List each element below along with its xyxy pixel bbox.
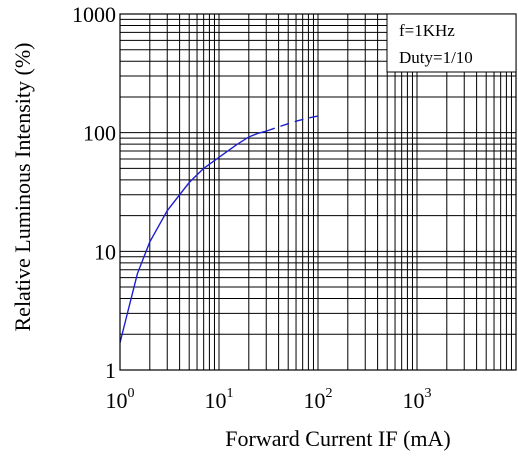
x-tick-base: 10 xyxy=(304,388,326,413)
x-tick-exponent: 2 xyxy=(326,386,333,401)
series-line-solid xyxy=(119,130,267,343)
y-tick-label: 1 xyxy=(105,358,116,383)
grid xyxy=(120,14,516,370)
series-line-dashed xyxy=(266,115,319,132)
x-tick-base: 10 xyxy=(205,388,227,413)
annotation-box: f=1KHz Duty=1/10 xyxy=(386,13,517,73)
y-axis-label: Relative Luminous Intensity (%) xyxy=(10,43,35,332)
annotation-frequency: f=1KHz xyxy=(399,21,455,40)
x-tick-labels: 100 101 102 103 xyxy=(106,386,432,413)
x-tick-label: 101 xyxy=(205,386,234,413)
annotation-box-frame xyxy=(386,13,517,73)
plot-frame xyxy=(119,13,517,371)
y-tick-label: 100 xyxy=(83,121,116,146)
x-axis-label: Forward Current IF (mA) xyxy=(225,426,450,451)
x-tick-exponent: 1 xyxy=(227,386,234,401)
x-tick-exponent: 0 xyxy=(128,386,135,401)
x-tick-label: 102 xyxy=(304,386,333,413)
x-tick-label: 100 xyxy=(106,386,135,413)
series-layer xyxy=(119,115,319,343)
x-tick-label: 103 xyxy=(403,386,432,413)
y-tick-label: 10 xyxy=(94,239,116,264)
x-tick-base: 10 xyxy=(403,388,425,413)
annotation-duty: Duty=1/10 xyxy=(399,48,473,67)
x-tick-base: 10 xyxy=(106,388,128,413)
y-tick-labels: 1 10 100 1000 xyxy=(72,2,116,383)
x-tick-exponent: 3 xyxy=(425,386,432,401)
y-tick-label: 1000 xyxy=(72,2,116,27)
